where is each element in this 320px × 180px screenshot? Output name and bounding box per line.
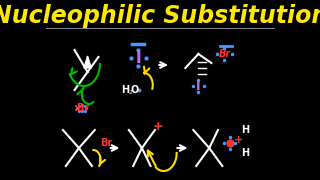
Text: o: o bbox=[228, 140, 232, 146]
Text: O: O bbox=[131, 85, 139, 95]
Text: Br: Br bbox=[218, 49, 230, 59]
Text: +: + bbox=[153, 120, 163, 132]
Polygon shape bbox=[84, 56, 91, 68]
Text: Nucleophilic Substitution: Nucleophilic Substitution bbox=[0, 4, 320, 28]
Text: Br: Br bbox=[100, 138, 113, 148]
Text: H: H bbox=[241, 148, 250, 158]
Text: I: I bbox=[196, 80, 201, 93]
Text: +: + bbox=[234, 135, 243, 145]
Text: H: H bbox=[241, 125, 250, 135]
Text: 2: 2 bbox=[128, 89, 132, 94]
Text: I: I bbox=[135, 51, 141, 66]
Text: H: H bbox=[121, 85, 129, 95]
Text: :Br: :Br bbox=[74, 103, 90, 113]
